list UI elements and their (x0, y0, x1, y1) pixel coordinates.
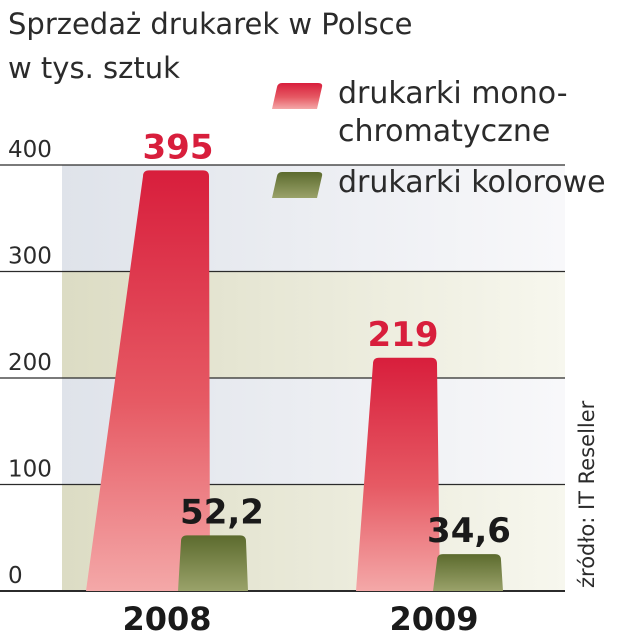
legend-swatch-1 (272, 172, 323, 198)
bar-2008-0 (86, 170, 210, 591)
bar-2008-1 (178, 535, 248, 591)
chart-subtitle: w tys. sztuk (8, 51, 180, 85)
legend-label-0: chromatyczne (338, 114, 550, 149)
legend: drukarki mono-chromatyczne drukarki kolor… (272, 76, 606, 200)
data-label-2008-1: 52,2 (180, 492, 264, 532)
bar-2009-1 (433, 554, 503, 591)
source-note: źródło: IT Reseller (575, 400, 599, 588)
y-tick-label: 100 (8, 457, 52, 483)
legend-label-1: drukarki kolorowe (338, 165, 606, 200)
data-label-2008-0: 395 (143, 127, 214, 167)
legend-label-0: drukarki mono- (338, 76, 568, 111)
bar-2009-0 (356, 357, 440, 591)
bars (86, 170, 503, 591)
y-tick-label: 300 (8, 244, 52, 270)
x-axis: 2008 2009 (122, 600, 478, 638)
category-label-2009: 2009 (389, 600, 478, 638)
y-axis: 0 100 200 300 400 (8, 137, 52, 589)
y-tick-label: 0 (8, 563, 23, 589)
data-label-2009-1: 34,6 (427, 511, 511, 551)
y-tick-label: 200 (8, 350, 52, 376)
data-label-2009-0: 219 (368, 315, 439, 355)
data-labels: 395 52,2 219 34,6 (143, 127, 511, 551)
chart-title: Sprzedaż drukarek w Polsce (8, 7, 412, 41)
category-label-2008: 2008 (122, 600, 211, 638)
legend-swatch-0 (272, 83, 323, 109)
y-tick-label: 400 (8, 137, 52, 163)
